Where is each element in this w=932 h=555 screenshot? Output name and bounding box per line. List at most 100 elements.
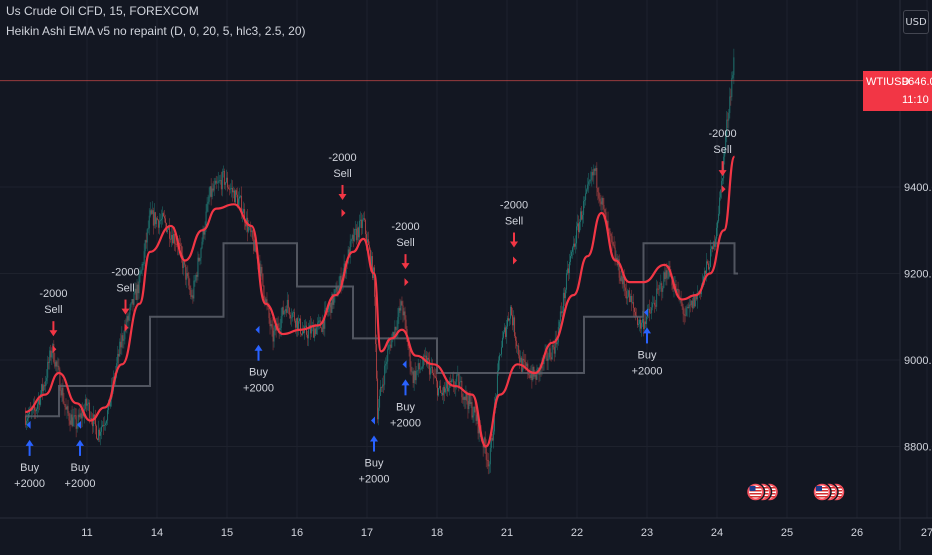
- candle-body: [412, 371, 414, 384]
- candle-body: [414, 370, 416, 381]
- candle-body: [489, 447, 491, 465]
- candle-body: [716, 227, 718, 239]
- candle-body: [343, 263, 345, 273]
- x-tick-label[interactable]: 11: [81, 527, 92, 539]
- candle-body: [732, 75, 734, 79]
- x-tick-label[interactable]: 18: [431, 527, 443, 539]
- x-tick-label[interactable]: 22: [571, 527, 583, 539]
- chart-title[interactable]: Us Crude Oil CFD, 15, FOREXCOM: [6, 4, 199, 18]
- candle-body: [614, 247, 616, 260]
- candle-body: [475, 412, 477, 421]
- candle-body: [59, 369, 61, 391]
- candle-body: [98, 429, 99, 441]
- x-tick-label[interactable]: 15: [221, 527, 233, 539]
- candle-body: [530, 373, 532, 378]
- candle-body: [721, 180, 723, 190]
- candle-body: [578, 223, 580, 232]
- candle-body: [364, 219, 366, 235]
- candle-body: [656, 288, 658, 307]
- candle-body: [169, 226, 170, 239]
- x-tick-label[interactable]: 26: [851, 527, 863, 539]
- candle-body: [447, 382, 449, 392]
- candle-body: [518, 345, 520, 356]
- candle-body: [233, 190, 234, 193]
- event-flag-canton: [749, 486, 756, 491]
- candle-body: [666, 270, 668, 278]
- candle-body: [483, 437, 485, 448]
- candle-body: [197, 257, 199, 277]
- candle-body: [332, 293, 334, 305]
- x-tick-label[interactable]: 24: [711, 527, 723, 539]
- currency-button[interactable]: USD: [903, 10, 929, 34]
- candle-body: [279, 327, 281, 331]
- sell-arrow-icon: [510, 241, 518, 248]
- candle-body: [400, 301, 402, 311]
- candle-body: [608, 228, 610, 232]
- candle-body: [87, 402, 89, 404]
- candle-body: [260, 267, 262, 277]
- x-tick-label[interactable]: 14: [151, 527, 163, 539]
- event-icons[interactable]: [745, 482, 846, 502]
- candle-body: [283, 310, 285, 315]
- x-tick-label[interactable]: 25: [781, 527, 793, 539]
- candle-body: [164, 216, 165, 219]
- candle-body: [200, 248, 202, 259]
- buy-arrow-icon: [401, 379, 410, 386]
- candle-body: [633, 307, 635, 312]
- sell-arrow-icon: [121, 308, 130, 315]
- candle-body: [717, 221, 719, 228]
- candle-body: [237, 194, 238, 206]
- candle-body: [282, 307, 284, 315]
- candle-body: [657, 288, 659, 290]
- candle-body: [431, 366, 433, 374]
- candle-body: [278, 327, 280, 331]
- candle-body: [134, 288, 136, 293]
- candle-body: [642, 318, 643, 323]
- candle-body: [68, 413, 70, 421]
- candle-body: [363, 218, 365, 220]
- candle-body: [73, 415, 75, 418]
- candle-body: [685, 308, 687, 316]
- sell-label-text: Sell: [713, 144, 731, 156]
- candle-body: [535, 374, 537, 380]
- candle-body: [575, 243, 576, 247]
- candle-body: [413, 370, 415, 384]
- x-tick-label[interactable]: 23: [641, 527, 653, 539]
- candle-body: [572, 247, 573, 252]
- candle-body: [272, 327, 274, 342]
- indicator-legend[interactable]: Heikin Ashi EMA v5 no repaint (D, 0, 20,…: [6, 24, 306, 38]
- candle-body: [24, 416, 26, 425]
- candle-body: [690, 300, 692, 306]
- candle-body: [506, 326, 507, 337]
- x-tick-label[interactable]: 16: [291, 527, 303, 539]
- candle-body: [303, 331, 304, 333]
- us-flag-event-icon[interactable]: [745, 482, 766, 502]
- candle-body: [385, 363, 387, 366]
- candle-body: [36, 408, 38, 412]
- x-tick-label[interactable]: 21: [501, 527, 513, 539]
- candle-body: [183, 260, 185, 269]
- x-tick-label[interactable]: 27: [921, 527, 932, 539]
- candle-body: [457, 373, 459, 375]
- candle-body: [640, 319, 641, 329]
- candle-body: [707, 261, 708, 264]
- candle-body: [311, 326, 313, 334]
- candle-body: [299, 318, 300, 322]
- buy-label-qty: +2000: [14, 478, 45, 490]
- candle-body: [441, 392, 442, 394]
- sell-marker-icon: [404, 278, 409, 287]
- candle-body: [611, 236, 613, 243]
- candle-body: [513, 317, 515, 326]
- candle-body: [485, 448, 487, 460]
- candle-body: [280, 316, 282, 328]
- sell-label-text: Sell: [333, 168, 351, 180]
- x-tick-label[interactable]: 17: [361, 527, 373, 539]
- candle-body: [459, 381, 461, 389]
- candle-body: [284, 309, 286, 311]
- candle-body: [102, 424, 103, 427]
- candle-body: [724, 149, 726, 157]
- us-flag-event-icon[interactable]: [812, 482, 832, 502]
